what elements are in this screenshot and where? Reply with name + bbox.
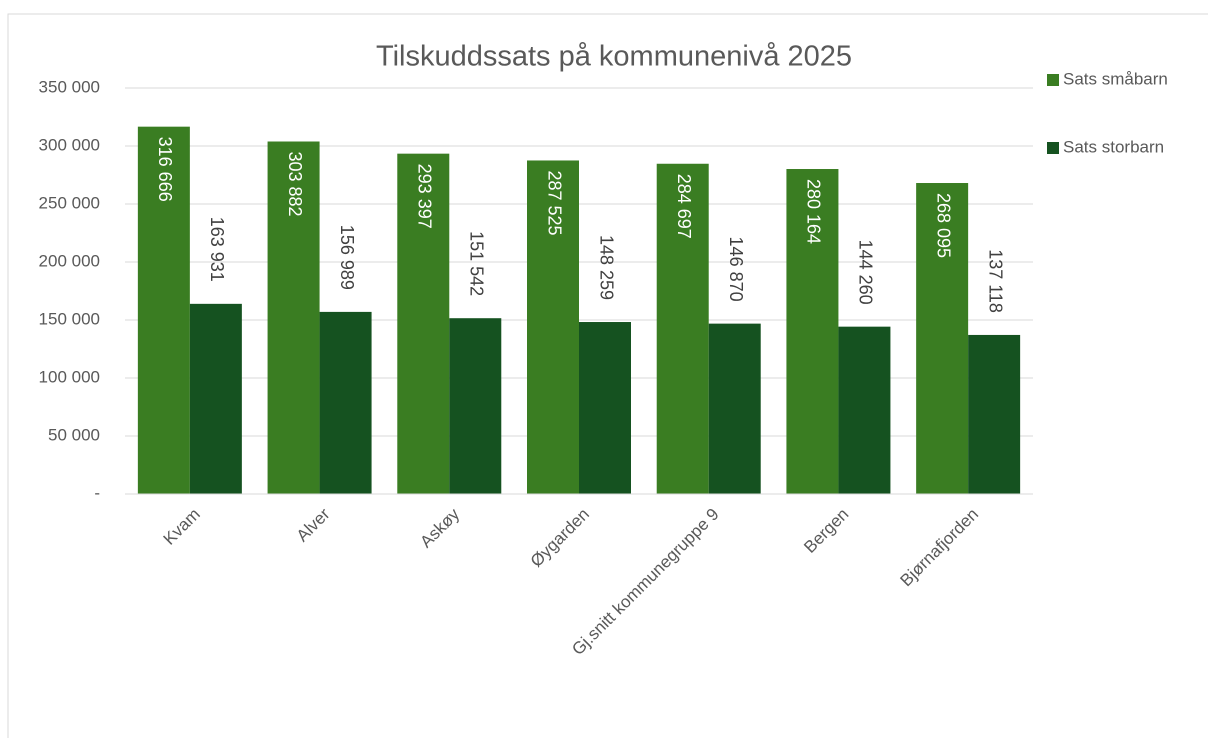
value-label: 156 989	[337, 225, 357, 290]
y-tick-label: 150 000	[39, 309, 100, 328]
value-label: 284 697	[674, 174, 694, 239]
value-label: 293 397	[415, 164, 435, 229]
y-tick-label: -	[94, 483, 100, 502]
y-tick-label: 50 000	[48, 425, 100, 444]
bar	[189, 303, 242, 494]
y-tick-label: 300 000	[39, 135, 100, 154]
value-label: 316 666	[155, 137, 175, 202]
value-label: 148 259	[596, 235, 616, 300]
bar	[579, 322, 631, 494]
bar	[916, 183, 969, 494]
bar	[267, 141, 320, 494]
value-label: 303 882	[285, 151, 305, 216]
bar	[449, 318, 502, 494]
value-label: 268 095	[933, 193, 953, 258]
y-tick-label: 200 000	[39, 251, 100, 270]
value-label: 280 164	[804, 179, 824, 244]
y-tick-label: 350 000	[39, 77, 100, 96]
value-label: 137 118	[985, 249, 1005, 313]
value-label: 146 870	[726, 237, 746, 302]
y-tick-label: 100 000	[39, 367, 100, 386]
legend-label: Sats storbarn	[1063, 137, 1164, 156]
y-tick-label: 250 000	[39, 193, 100, 212]
value-label: 151 542	[467, 231, 487, 296]
legend-swatch	[1047, 74, 1059, 86]
legend-label: Sats småbarn	[1063, 69, 1168, 88]
bar	[319, 311, 372, 494]
bar	[968, 334, 1021, 494]
bar	[137, 126, 190, 494]
bar	[656, 163, 709, 495]
value-label: 287 525	[544, 170, 564, 235]
value-label: 144 260	[856, 240, 876, 305]
bar	[838, 326, 891, 494]
bar	[708, 323, 761, 494]
chart-title: Tilskuddssats på kommunenivå 2025	[376, 41, 852, 73]
bar	[527, 160, 579, 494]
value-label: 163 931	[207, 217, 227, 282]
bar	[397, 153, 450, 494]
bar	[786, 169, 839, 494]
legend-swatch	[1047, 142, 1059, 154]
